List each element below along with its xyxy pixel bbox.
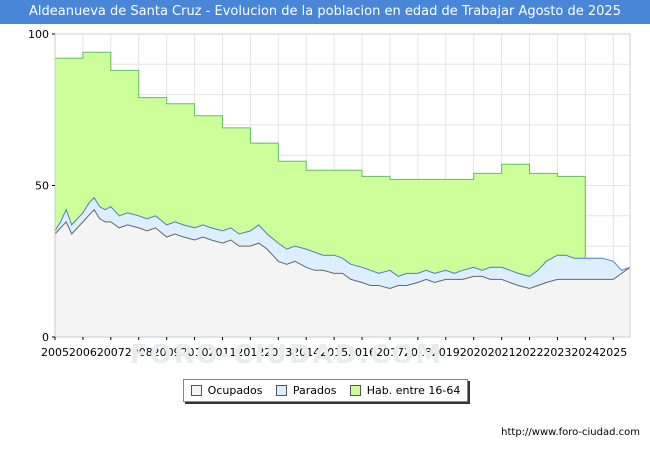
x-tick-label-2007: 2007: [97, 346, 125, 359]
y-tick-label-50: 50: [35, 180, 49, 193]
x-tick-label-2008: 2008: [125, 346, 153, 359]
x-tick-label-2014: 2014: [292, 346, 320, 359]
series-area-ocupados: [55, 209, 630, 337]
x-tick-label-2023: 2023: [543, 346, 571, 359]
x-tick-label-2018: 2018: [404, 346, 432, 359]
legend-swatch-ocupados: [190, 385, 202, 396]
chart-title: Aldeanueva de Santa Cruz - Evolucion de …: [0, 0, 650, 24]
legend-item-ocupados: Ocupados: [190, 384, 263, 397]
series-line-parados: [54, 196, 631, 277]
source-url[interactable]: http://www.foro-ciudad.com: [501, 427, 640, 438]
x-tick-label-2015: 2015: [320, 346, 348, 359]
x-tick-label-2006: 2006: [69, 346, 97, 359]
series-line-hab-entre-16-64: [55, 51, 586, 337]
y-tick-label-100: 100: [28, 28, 49, 41]
legend-item-parados: Parados: [275, 384, 337, 397]
x-tick-label-2017: 2017: [376, 346, 404, 359]
x-tick-label-2020: 2020: [460, 346, 488, 359]
x-tick-label-2005: 2005: [41, 346, 69, 359]
legend-item-habitantes: Hab. entre 16-64: [349, 384, 461, 397]
x-tick-label-2013: 2013: [264, 346, 292, 359]
x-tick-label-2022: 2022: [516, 346, 544, 359]
legend-label-ocupados: Ocupados: [207, 384, 263, 397]
x-tick-label-2010: 2010: [181, 346, 209, 359]
y-tick-label-0: 0: [42, 331, 49, 344]
x-tick-label-2019: 2019: [432, 346, 460, 359]
legend-label-parados: Parados: [292, 384, 337, 397]
series-layer: [54, 51, 631, 337]
legend-swatch-habitantes: [349, 385, 361, 396]
legend: Ocupados Parados Hab. entre 16-64: [183, 379, 468, 402]
x-tick-label-2024: 2024: [571, 346, 599, 359]
x-tick-label-2009: 2009: [153, 346, 181, 359]
watermark-text: FORO-CIUDAD.COM: [130, 340, 444, 370]
x-tick-label-2012: 2012: [236, 346, 264, 359]
x-tick-label-2016: 2016: [348, 346, 376, 359]
legend-label-habitantes: Hab. entre 16-64: [366, 384, 461, 397]
legend-swatch-parados: [275, 385, 287, 396]
x-tick-label-2021: 2021: [488, 346, 516, 359]
x-tick-label-2011: 2011: [208, 346, 236, 359]
series-line-ocupados: [54, 208, 631, 290]
x-tick-label-2025: 2025: [599, 346, 627, 359]
